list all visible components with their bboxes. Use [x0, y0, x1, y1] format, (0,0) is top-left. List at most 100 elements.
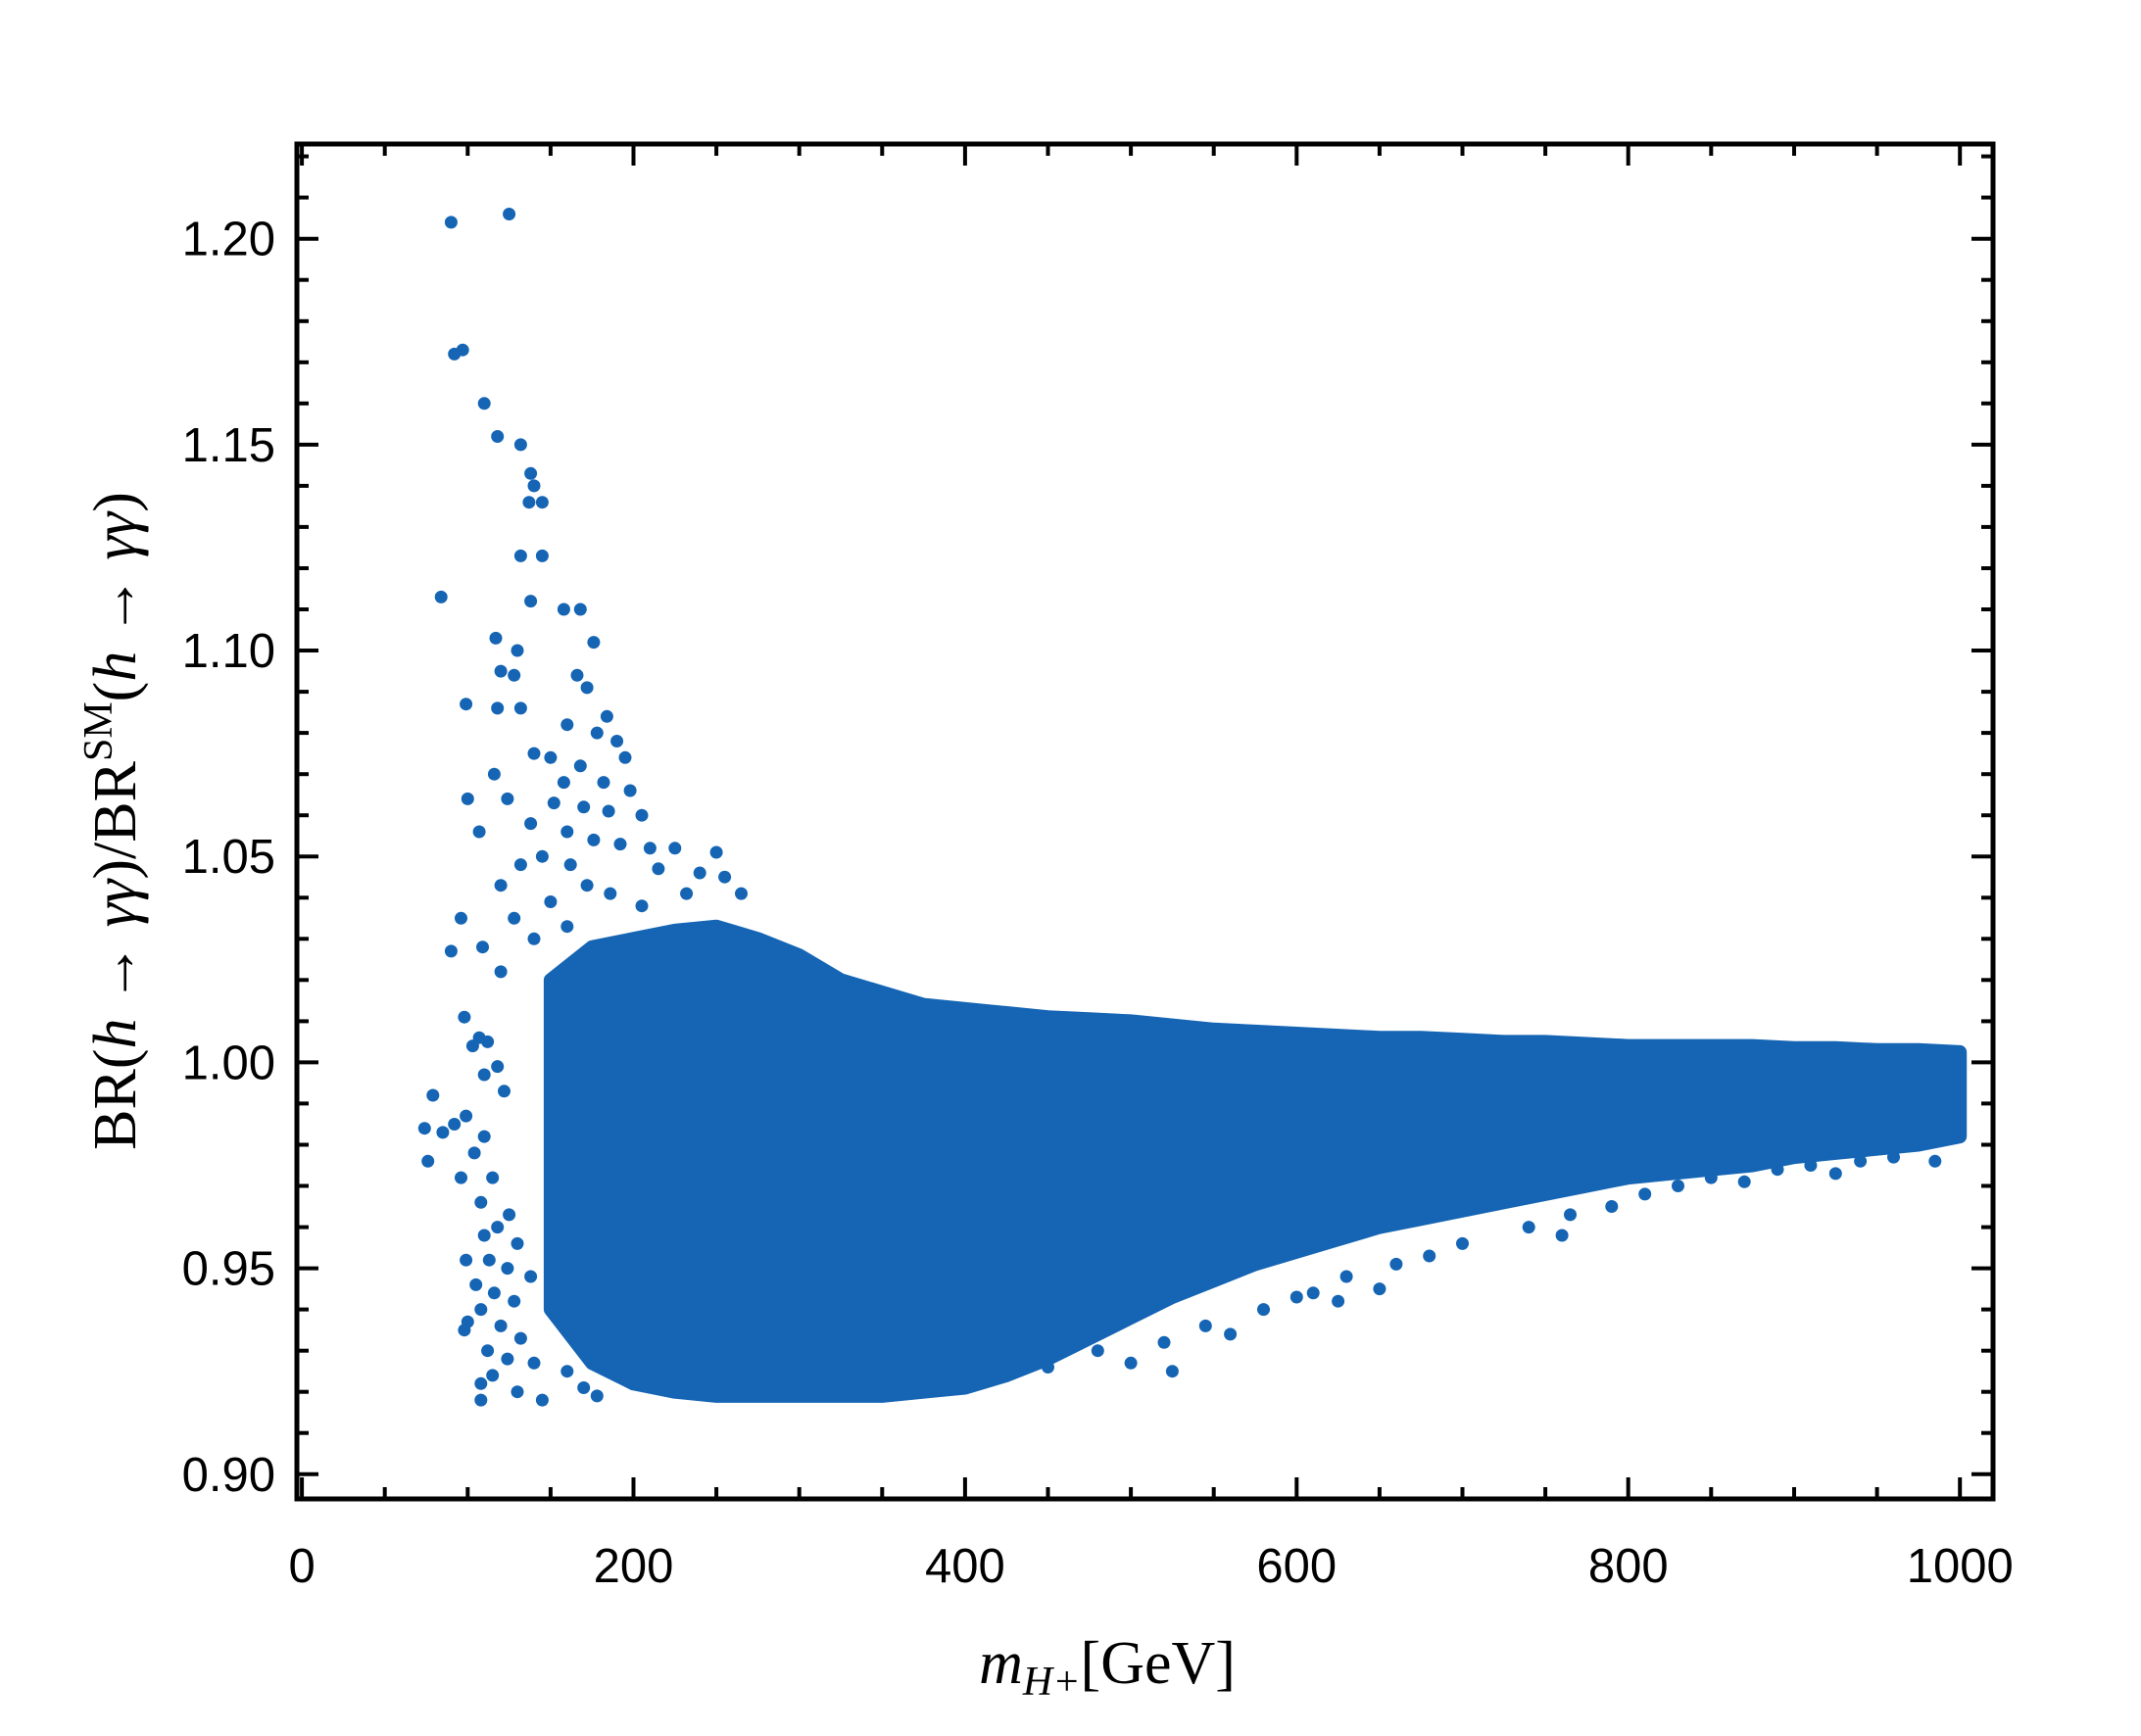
data-point: [513, 549, 527, 562]
x-tick-label: 400: [925, 1540, 1005, 1593]
data-point: [486, 1369, 500, 1382]
y-tick-label: 1.20: [182, 214, 275, 266]
data-point: [1887, 1150, 1900, 1164]
data-point: [544, 1006, 558, 1020]
data-point: [1339, 1270, 1353, 1283]
data-point: [1157, 1335, 1171, 1349]
data-point: [527, 747, 541, 760]
y-axis-label-prefix: BR(: [82, 1049, 149, 1150]
data-point: [547, 796, 560, 810]
x-tick-label: 600: [1256, 1540, 1337, 1593]
y-tick-label: 1.10: [182, 625, 275, 678]
data-point: [1306, 1286, 1320, 1300]
data-point: [494, 965, 508, 979]
data-point: [610, 735, 624, 747]
data-point: [573, 603, 587, 616]
data-point: [524, 595, 538, 608]
data-point: [1198, 1319, 1212, 1332]
data-point: [1737, 1175, 1751, 1188]
x-tick-label: 200: [594, 1540, 674, 1593]
data-point: [693, 866, 706, 880]
data-point: [560, 1365, 574, 1378]
data-point: [1456, 1236, 1469, 1250]
data-point: [535, 549, 549, 562]
data-point: [587, 636, 601, 650]
x-tick-label: 800: [1588, 1540, 1669, 1593]
data-point: [460, 1253, 473, 1267]
data-point: [477, 1229, 491, 1242]
y-tick-label: 0.95: [182, 1243, 275, 1296]
data-point: [476, 940, 489, 954]
data-point: [474, 1376, 488, 1390]
y-tick-label: 0.90: [182, 1449, 275, 1502]
data-point: [421, 1154, 435, 1168]
data-point: [1042, 1361, 1054, 1374]
data-point: [455, 911, 467, 925]
data-point: [573, 759, 587, 773]
data-point: [477, 1068, 491, 1082]
data-point: [501, 1262, 514, 1276]
data-point: [604, 887, 617, 900]
x-tick-labels: 0 200 400 600 800 1000: [288, 1540, 2013, 1593]
data-point: [1124, 1356, 1138, 1370]
data-point: [613, 838, 627, 851]
data-point: [1638, 1187, 1652, 1201]
data-point: [524, 817, 538, 831]
x-tick-label: 1000: [1907, 1540, 2014, 1593]
data-point: [735, 887, 748, 900]
data-point: [487, 1286, 501, 1300]
data-point: [1373, 1282, 1387, 1296]
data-point: [1854, 1154, 1868, 1168]
data-point: [469, 1278, 483, 1291]
data-point: [477, 1130, 491, 1143]
y-axis-label-h1: h: [82, 1019, 149, 1049]
data-point: [560, 718, 574, 732]
y-axis-label-close: ): [82, 492, 149, 512]
data-point: [474, 1303, 488, 1317]
data-point: [527, 932, 541, 945]
data-point: [718, 870, 732, 884]
data-point: [511, 1385, 524, 1399]
data-point: [635, 899, 649, 913]
data-point: [524, 1270, 538, 1283]
data-point: [1257, 1303, 1270, 1317]
data-point: [524, 466, 538, 480]
data-point: [1389, 1257, 1403, 1271]
data-point: [460, 1109, 473, 1123]
data-point: [472, 825, 486, 839]
data-point: [494, 664, 508, 678]
data-point: [482, 1253, 496, 1267]
x-axis-label: mH+[GeV]: [979, 1630, 1236, 1705]
data-point: [1564, 1208, 1577, 1222]
data-point: [1165, 1365, 1179, 1378]
data-point: [535, 1393, 549, 1407]
x-tick-label: 0: [288, 1540, 315, 1593]
y-tick-labels: 0.90 0.95 1.00 1.05 1.10 1.15 1.20: [182, 214, 275, 1502]
data-point: [467, 1146, 481, 1160]
data-point: [503, 208, 516, 220]
data-point: [513, 1331, 527, 1345]
data-layer: [417, 208, 1968, 1407]
data-point: [513, 701, 527, 715]
data-point: [513, 858, 527, 872]
data-point: [643, 842, 657, 855]
data-point: [448, 1118, 462, 1131]
data-point: [491, 1060, 505, 1074]
x-axis-label-main: m: [979, 1630, 1023, 1697]
data-point: [668, 842, 682, 855]
data-point: [501, 1352, 514, 1366]
data-point: [652, 862, 665, 876]
data-point: [434, 590, 448, 603]
data-point: [461, 792, 474, 805]
data-point: [481, 1035, 495, 1048]
y-axis-label-arrow2: →: [82, 560, 149, 651]
data-point: [444, 216, 458, 229]
data-point: [1332, 1294, 1345, 1308]
data-point: [527, 479, 541, 493]
tick-layer: [297, 144, 1993, 1499]
data-point: [513, 438, 527, 452]
data-point: [1605, 1200, 1619, 1213]
data-point: [1928, 1154, 1942, 1168]
data-point: [623, 784, 637, 797]
